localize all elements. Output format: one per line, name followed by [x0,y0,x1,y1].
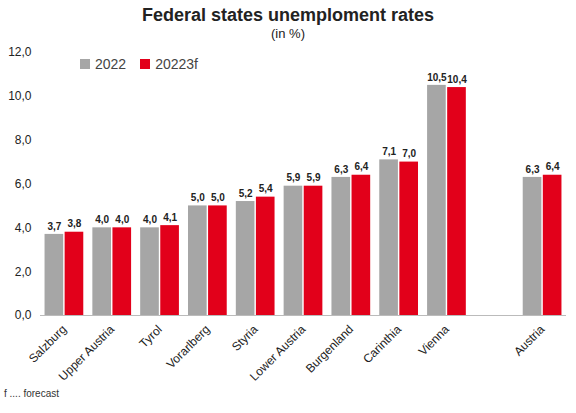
html-text:Federal states unemploment rat: Federal states unemploment rates [141,5,434,25]
html-text:f .... forecast: f .... forecast [4,388,59,399]
svg-text:3,8: 3,8 [67,218,81,229]
svg-text:10,5: 10,5 [427,72,447,83]
svg-text:7,1: 7,1 [382,146,396,157]
svg-text:0,0: 0,0 [15,308,32,322]
svg-text:Styria: Styria [229,322,261,354]
svg-text:Upper Austria: Upper Austria [56,322,118,384]
svg-text:Burgenland: Burgenland [303,322,356,375]
svg-text:3,7: 3,7 [47,221,61,232]
svg-text:6,4: 6,4 [546,161,560,172]
svg-text:5,0: 5,0 [191,192,205,203]
svg-text:Salzburg: Salzburg [26,322,69,365]
svg-text:6,4: 6,4 [354,161,368,172]
svg-text:4,0: 4,0 [95,214,109,225]
html-text:(in %): (in %) [271,26,305,41]
svg-text:7,0: 7,0 [402,148,416,159]
svg-text:10,4: 10,4 [447,74,467,85]
svg-text:5,2: 5,2 [239,188,253,199]
html-text:20223f: 20223f [155,56,198,72]
svg-text:5,0: 5,0 [211,192,225,203]
svg-text:6,3: 6,3 [526,164,540,175]
svg-text:5,9: 5,9 [307,172,321,183]
svg-text:4,1: 4,1 [163,212,177,223]
svg-text:Lower Austria: Lower Austria [247,322,309,384]
svg-text:5,4: 5,4 [259,183,273,194]
svg-text:Tyrol: Tyrol [137,322,165,350]
svg-text:4,0: 4,0 [15,221,32,235]
svg-text:Vorarlberg: Vorarlberg [164,322,213,371]
svg-text:8,0: 8,0 [15,133,32,147]
svg-text:5,9: 5,9 [287,172,301,183]
html-text:2022: 2022 [95,56,127,72]
svg-text:6,0: 6,0 [15,177,32,191]
svg-text:Austria: Austria [511,322,548,359]
svg-text:Carinthia: Carinthia [360,322,404,366]
svg-text:2,0: 2,0 [15,265,32,279]
svg-text:Vienna: Vienna [416,322,452,358]
svg-text:6,3: 6,3 [334,164,348,175]
svg-text:4,0: 4,0 [143,214,157,225]
svg-text:12,0: 12,0 [8,45,32,59]
svg-text:4,0: 4,0 [115,214,129,225]
svg-text:10,0: 10,0 [8,89,32,103]
